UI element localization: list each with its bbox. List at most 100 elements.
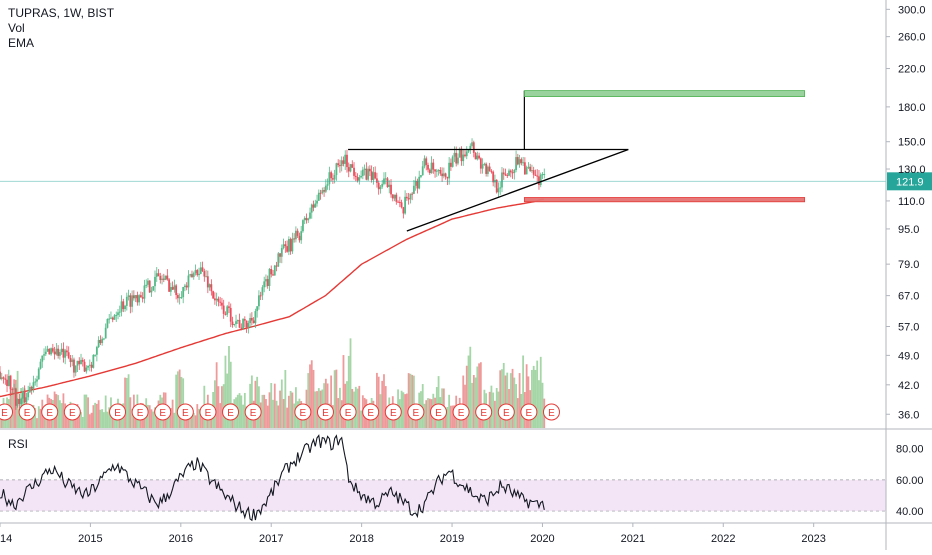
earnings-marker[interactable]: [294, 403, 312, 421]
earnings-marker[interactable]: [176, 403, 194, 421]
candle-body: [442, 173, 445, 177]
volume-bar: [88, 414, 91, 428]
earnings-marker[interactable]: [542, 403, 560, 421]
triangle-support-line[interactable]: [406, 148, 629, 232]
candle-body: [300, 231, 303, 241]
y-tick-label: 49.0: [898, 350, 919, 362]
earnings-marker[interactable]: [452, 403, 470, 421]
earnings-marker[interactable]: [199, 403, 217, 421]
earnings-marker-label: E: [1, 408, 8, 419]
volume-bar: [147, 404, 149, 428]
candle-body: [529, 166, 532, 171]
earnings-marker-label: E: [458, 408, 465, 419]
volume-bar: [474, 377, 477, 428]
earnings-marker[interactable]: [0, 403, 14, 421]
candle-body: [333, 175, 336, 180]
volume-bar: [171, 399, 174, 428]
volume-bar: [534, 369, 537, 428]
y-tick-label: 95.0: [898, 224, 919, 236]
candle-body: [486, 166, 489, 174]
ema-indicator-label[interactable]: EMA: [8, 36, 35, 50]
candle-body: [141, 297, 144, 299]
volume-bar: [404, 394, 407, 428]
rsi-indicator-label[interactable]: RSI: [8, 437, 29, 451]
candle-body: [434, 169, 436, 172]
rsi-tick-label: 80.00: [896, 444, 924, 456]
symbol-title[interactable]: TUPRAS, 1W, BIST: [8, 6, 115, 20]
earnings-marker[interactable]: [339, 403, 357, 421]
candle-body: [191, 274, 193, 278]
earnings-marker-label: E: [480, 408, 487, 419]
candle-body: [134, 295, 137, 299]
candle-body: [448, 162, 451, 179]
y-tick-label: 300.0: [898, 4, 926, 16]
volume-indicator-label[interactable]: Vol: [8, 21, 25, 35]
candle-body: [48, 348, 51, 355]
earnings-marker[interactable]: [520, 403, 538, 421]
candle-body: [206, 276, 209, 288]
earnings-marker[interactable]: [63, 403, 81, 421]
target-zone-box[interactable]: [523, 90, 806, 97]
earnings-marker[interactable]: [362, 403, 380, 421]
candle-body: [171, 287, 174, 290]
volume-bar: [37, 406, 40, 428]
volume-bar: [339, 387, 341, 428]
candle-body: [164, 275, 167, 280]
y-tick-label: 79.0: [898, 259, 919, 271]
candle-body: [39, 361, 42, 369]
candle-body: [2, 377, 5, 379]
candle-body: [465, 151, 468, 157]
candle-body: [509, 170, 512, 173]
earnings-marker[interactable]: [244, 403, 262, 421]
candle-body: [240, 327, 243, 329]
volume-bar: [275, 400, 278, 428]
earnings-marker[interactable]: [18, 403, 36, 421]
volume-bar: [277, 405, 280, 428]
earnings-marker[interactable]: [109, 403, 127, 421]
earnings-marker-label: E: [390, 408, 397, 419]
candle-body: [175, 285, 178, 296]
volume-bar: [356, 388, 359, 428]
volume-bar: [191, 413, 193, 428]
volume-bar: [527, 376, 530, 428]
x-tick-label: 2019: [440, 533, 464, 545]
volume-bar: [194, 415, 197, 428]
candle-body: [115, 314, 118, 316]
volume-bar: [479, 362, 482, 428]
volume-bar: [178, 369, 181, 428]
earnings-marker[interactable]: [384, 403, 402, 421]
candle-body: [21, 391, 24, 399]
volume-bar: [270, 383, 273, 428]
candle-body: [120, 301, 123, 312]
candle-body: [531, 170, 533, 172]
earnings-marker[interactable]: [131, 403, 149, 421]
earnings-marker[interactable]: [316, 403, 334, 421]
stop-zone-box[interactable]: [523, 197, 806, 203]
volume-bar: [148, 405, 151, 428]
earnings-marker[interactable]: [41, 403, 59, 421]
candle-body: [159, 276, 162, 281]
earnings-marker[interactable]: [497, 403, 515, 421]
candle-body: [110, 317, 112, 319]
earnings-marker-label: E: [227, 408, 234, 419]
volume-bar: [268, 392, 271, 428]
candle-body: [381, 183, 384, 187]
volume-bar: [538, 380, 540, 428]
earnings-marker[interactable]: [475, 403, 493, 421]
candle-body: [125, 296, 128, 306]
candle-body: [368, 168, 371, 172]
earnings-marker[interactable]: [407, 403, 425, 421]
earnings-marker[interactable]: [222, 403, 240, 421]
candle-body: [289, 239, 292, 252]
candle-body: [0, 377, 3, 379]
candle-body: [323, 190, 325, 192]
earnings-marker-label: E: [69, 408, 76, 419]
earnings-marker[interactable]: [429, 403, 447, 421]
earnings-marker[interactable]: [154, 403, 172, 421]
volume-bar: [495, 387, 498, 428]
x-tick-label: 2015: [78, 533, 102, 545]
candle-body: [43, 354, 45, 356]
y-tick-label: 180.0: [898, 102, 926, 114]
candle-body: [69, 357, 72, 363]
